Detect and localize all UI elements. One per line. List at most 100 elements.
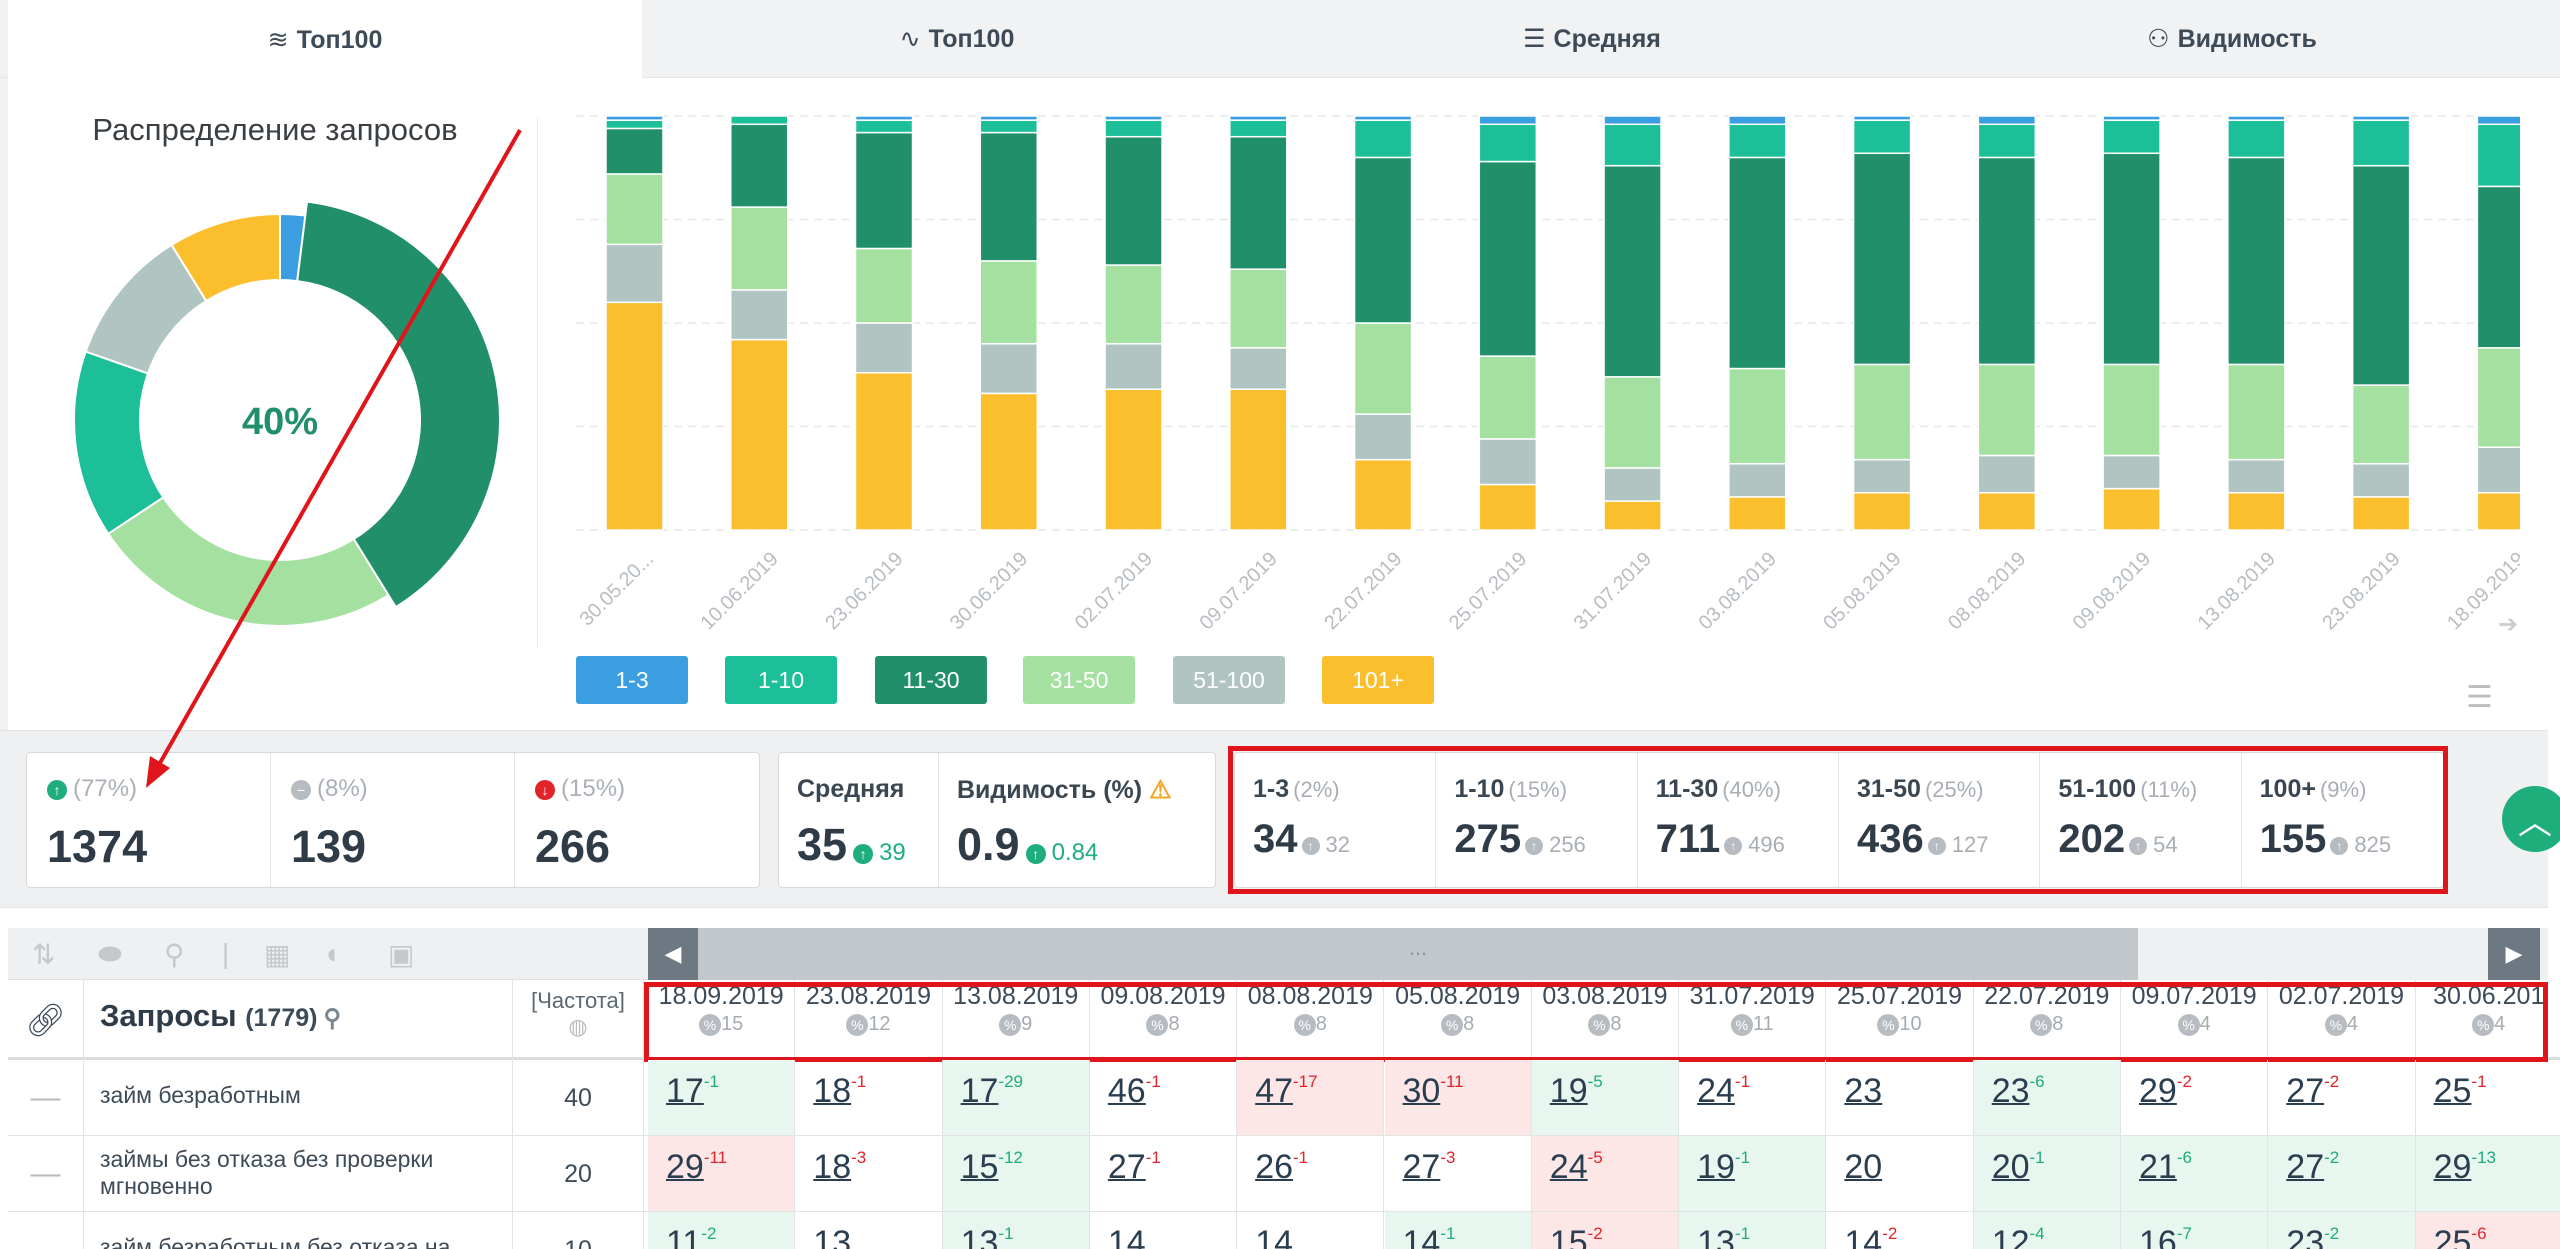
bar-segment-11-30[interactable] — [1229, 135, 1288, 270]
range-cell-51-100[interactable]: 51-100 (11%) 202 ↑ 54 — [2040, 753, 2242, 887]
position-value[interactable]: 13 — [1697, 1224, 1735, 1249]
bar-segment-101+[interactable] — [2476, 491, 2520, 531]
bar-segment-101+[interactable] — [1104, 388, 1163, 531]
bar-segment-1-3[interactable] — [1478, 115, 1538, 126]
bar-segment-101+[interactable] — [605, 301, 664, 531]
position-value[interactable]: 30 — [1402, 1072, 1441, 1110]
bar-segment-31-50[interactable] — [1728, 367, 1787, 465]
legend-item-51-100[interactable]: 51-100 — [1173, 656, 1285, 704]
bar-segment-101+[interactable] — [1478, 483, 1538, 531]
bar-segment-101+[interactable] — [1229, 388, 1288, 531]
position-cell[interactable]: 26-1 — [1237, 1136, 1385, 1211]
bar-segment-31-50[interactable] — [605, 173, 664, 246]
bar-segment-11-30[interactable] — [1728, 156, 1787, 370]
position-value[interactable]: 23 — [2286, 1224, 2325, 1249]
legend-item-11-30[interactable]: 11-30 — [875, 656, 987, 704]
position-cell[interactable]: 19-1 — [1679, 1136, 1827, 1211]
position-value[interactable]: 11 — [666, 1224, 702, 1249]
bar-segment-1-3[interactable] — [2476, 115, 2520, 126]
position-cell[interactable]: 14 — [1090, 1212, 1238, 1249]
position-value[interactable]: 14 — [1402, 1224, 1441, 1249]
position-cell[interactable]: 14 — [1237, 1212, 1385, 1249]
bar-segment-31-50[interactable] — [1603, 376, 1662, 469]
visibility-cell[interactable]: Видимость (%) ⚠ 0.9 ↑ 0.84 — [939, 753, 1215, 887]
position-value[interactable]: 17 — [960, 1072, 999, 1110]
position-cell[interactable]: 23-6 — [1973, 1060, 2121, 1135]
table-horizontal-scroll[interactable]: ◀ ... ▶ — [648, 928, 2548, 980]
bar-segment-51-100[interactable] — [1603, 467, 1662, 502]
scroll-thumb[interactable]: ... — [698, 928, 2138, 980]
range-cell-1-10[interactable]: 1-10 (15%) 275 ↑ 256 — [1436, 753, 1638, 887]
position-cell[interactable]: 30-11 — [1384, 1060, 1532, 1135]
bar-segment-31-50[interactable] — [2351, 384, 2411, 465]
position-value[interactable]: 21 — [2139, 1148, 2177, 1186]
position-value[interactable]: 19 — [1549, 1072, 1588, 1110]
bar-segment-11-30[interactable] — [1478, 160, 1538, 357]
bar-segment-101+[interactable] — [1603, 500, 1662, 531]
position-cell[interactable]: 18-3 — [795, 1136, 943, 1211]
bar-segment-31-50[interactable] — [1852, 363, 1912, 461]
query-text[interactable]: займ безработным без отказа на — [100, 1234, 451, 1249]
legend-item-101+[interactable]: 101+ — [1322, 656, 1434, 704]
position-cell[interactable]: 24-5 — [1531, 1136, 1680, 1211]
position-cell[interactable]: 27-3 — [1385, 1136, 1532, 1211]
sort-icon[interactable]: ⇅ — [32, 939, 56, 970]
bar-segment-51-100[interactable] — [2102, 454, 2161, 490]
bar-segment-51-100[interactable] — [730, 289, 789, 341]
position-value[interactable]: 26 — [1255, 1148, 1294, 1186]
bar-segment-1-10[interactable] — [1353, 119, 1413, 159]
bar-segment-1-10[interactable] — [2476, 123, 2520, 188]
position-cell[interactable]: 18-1 — [795, 1060, 943, 1135]
position-cell[interactable]: 13-1 — [942, 1212, 1090, 1249]
bar-segment-51-100[interactable] — [1104, 342, 1163, 390]
scroll-to-top-button[interactable]: ︿ — [2502, 786, 2560, 852]
bar-segment-1-10[interactable] — [2351, 119, 2411, 167]
bar-segment-1-3[interactable] — [1353, 115, 1413, 121]
position-value[interactable]: 27 — [2286, 1148, 2325, 1186]
paperclip-icon[interactable]: ⚲ — [164, 939, 185, 970]
bar-segment-1-3[interactable] — [1603, 115, 1662, 126]
bar-segment-101+[interactable] — [1977, 491, 2037, 531]
position-value[interactable]: 17 — [666, 1072, 704, 1110]
position-cell[interactable]: 29-2 — [2121, 1060, 2269, 1135]
row-toggle-icon[interactable]: — — [8, 1060, 84, 1135]
bar-segment-11-30[interactable] — [1353, 156, 1413, 324]
bar-segment-1-3[interactable] — [1852, 115, 1912, 121]
position-value[interactable]: 14 — [1255, 1224, 1294, 1249]
bar-segment-31-50[interactable] — [1104, 264, 1163, 345]
donut-slice-31-50[interactable] — [106, 495, 390, 627]
position-value[interactable]: 13 — [960, 1224, 999, 1249]
position-cell[interactable]: 11-2 — [648, 1212, 796, 1249]
bar-segment-1-10[interactable] — [1728, 123, 1787, 159]
tab-top100-line[interactable]: ∿ Топ100 — [642, 0, 1272, 78]
bar-segment-1-3[interactable] — [1104, 115, 1163, 121]
bar-segment-101+[interactable] — [1353, 458, 1413, 531]
range-cell-31-50[interactable]: 31-50 (25%) 436 ↑ 127 — [1839, 753, 2041, 887]
tab-visibility[interactable]: ⚇ Видимость — [1912, 0, 2552, 78]
position-value[interactable]: 27 — [2286, 1072, 2325, 1110]
bar-segment-51-100[interactable] — [1852, 458, 1912, 494]
toggle-icon[interactable]: ⬬ — [98, 938, 122, 969]
query-text[interactable]: займ безработным — [100, 1082, 301, 1108]
legend-item-1-3[interactable]: 1-3 — [576, 656, 688, 704]
frequency-header[interactable]: [Частота] ◍ — [512, 980, 644, 1060]
position-cell[interactable]: 27-2 — [2268, 1060, 2416, 1135]
bar-segment-1-3[interactable] — [1728, 115, 1787, 126]
position-cell[interactable]: 13-1 — [1679, 1212, 1827, 1249]
position-value[interactable]: 24 — [1697, 1072, 1735, 1110]
range-cell-100+[interactable]: 100+ (9%) 155 ↑ 825 — [2242, 753, 2443, 887]
bar-segment-101+[interactable] — [2227, 491, 2286, 531]
bar-segment-11-30[interactable] — [979, 131, 1039, 262]
bar-segment-1-10[interactable] — [2102, 119, 2161, 155]
trend-up-cell[interactable]: ↑ (77%) 1374 — [27, 753, 271, 887]
bar-segment-1-10[interactable] — [1852, 119, 1912, 155]
range-cell-1-3[interactable]: 1-3 (2%) 34 ↑ 32 — [1235, 753, 1437, 887]
position-cell[interactable]: 29-13 — [2415, 1136, 2560, 1211]
position-cell[interactable]: 15-2 — [1531, 1212, 1680, 1249]
position-cell[interactable]: 19-5 — [1531, 1060, 1680, 1135]
tab-average[interactable]: ☰ Средняя — [1272, 0, 1912, 78]
position-value[interactable]: 46 — [1107, 1072, 1146, 1110]
bar-segment-51-100[interactable] — [2351, 463, 2411, 498]
bar-segment-11-30[interactable] — [1977, 156, 2037, 366]
position-cell[interactable]: 17-1 — [648, 1060, 796, 1135]
